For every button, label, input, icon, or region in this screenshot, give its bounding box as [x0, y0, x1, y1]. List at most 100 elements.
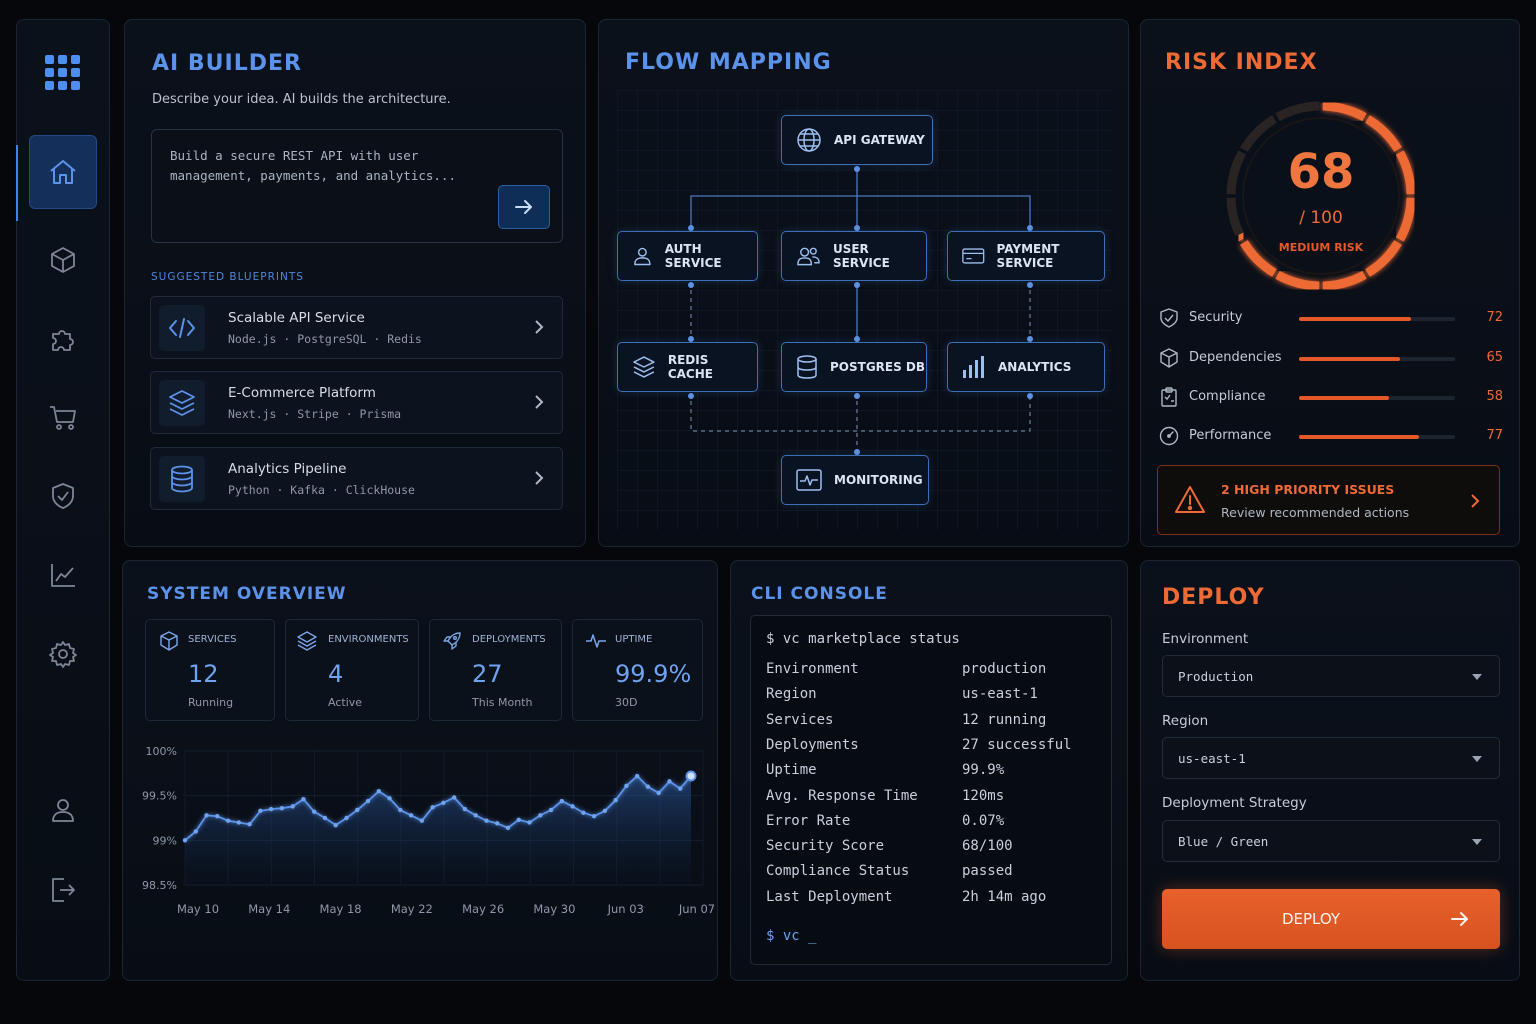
gauge-segment-empty: [1275, 101, 1320, 122]
stat-card-services: SERVICES 12 Running: [145, 619, 275, 721]
blueprint-card[interactable]: Scalable API Service Node.js · PostgreSQ…: [150, 296, 563, 359]
risk-out-of: / 100: [1299, 208, 1343, 228]
uptime-point: [247, 822, 252, 827]
node-redis-cache[interactable]: REDIS CACHE: [617, 342, 758, 392]
sidebar-item-profile[interactable]: [29, 773, 97, 847]
environment-select[interactable]: Production: [1162, 655, 1500, 697]
uptime-point: [430, 805, 435, 810]
prompt-input[interactable]: Build a secure REST API with user manage…: [151, 129, 563, 243]
metric-track: [1299, 357, 1455, 361]
gauge-segment-filled: [1365, 115, 1402, 152]
blueprint-title: Scalable API Service: [228, 310, 365, 326]
send-button[interactable]: [498, 185, 550, 229]
prompt-line-2: management, payments, and analytics...: [170, 168, 456, 183]
uptime-point: [613, 797, 618, 803]
strategy-select[interactable]: Blue / Green: [1162, 820, 1500, 862]
uptime-point: [634, 773, 640, 779]
sidebar-item-analytics[interactable]: [29, 538, 97, 612]
sidebar-item-services[interactable]: [29, 223, 97, 297]
rocket-icon: [443, 632, 461, 650]
high-priority-alert[interactable]: 2 HIGH PRIORITY ISSUES Review recommende…: [1157, 465, 1500, 535]
console-output[interactable]: $ vc marketplace status $ vc _ Environme…: [750, 615, 1112, 965]
prompt-text[interactable]: Build a secure REST API with user manage…: [170, 146, 490, 186]
user-icon: [634, 247, 651, 266]
gauge-segment-filled: [1322, 270, 1367, 291]
uptime-point: [258, 808, 263, 814]
console-prompt[interactable]: $ vc _: [766, 928, 817, 944]
node-auth-service[interactable]: AUTH SERVICE: [617, 231, 758, 281]
ai-builder-panel: AI BUILDER Describe your idea. AI builds…: [124, 19, 586, 547]
console-key: Last Deployment: [766, 888, 893, 905]
x-tick-label: Jun 03: [607, 902, 644, 916]
uptime-point: [204, 813, 209, 818]
sidebar-item-settings[interactable]: [29, 617, 97, 691]
metric-label: Security: [1189, 310, 1243, 325]
uptime-point: [268, 806, 274, 812]
alert-title: 2 HIGH PRIORITY ISSUES: [1221, 482, 1395, 497]
console-command: $ vc marketplace status: [766, 631, 960, 647]
uptime-point: [538, 813, 543, 818]
sidebar-item-marketplace[interactable]: [29, 380, 97, 454]
deploy-panel: DEPLOY Environment Production Region us-…: [1140, 560, 1520, 981]
console-value: 2h 14m ago: [962, 888, 1047, 905]
uptime-point: [290, 804, 295, 809]
apps-grid-button[interactable]: [29, 36, 97, 110]
clipboard-icon: [1161, 387, 1177, 407]
flow-connectors: [688, 166, 1033, 455]
stat-value: 27: [472, 660, 503, 688]
blueprint-card[interactable]: E-Commerce Platform Next.js · Stripe · P…: [150, 371, 563, 434]
console-value: 68/100: [962, 838, 1013, 855]
layers-icon: [633, 356, 655, 378]
node-postgres-db[interactable]: POSTGRES DB: [781, 342, 927, 392]
region-select[interactable]: us-east-1: [1162, 737, 1500, 779]
risk-metric-compliance: Compliance 58: [1159, 387, 1503, 409]
stat-label: DEPLOYMENTS: [472, 634, 546, 645]
node-user-service[interactable]: USER SERVICE: [781, 231, 927, 281]
node-analytics[interactable]: ANALYTICS: [947, 342, 1105, 392]
uptime-point: [215, 814, 220, 819]
sidebar-item-security[interactable]: [29, 459, 97, 533]
uptime-point: [581, 810, 586, 815]
metric-value: 65: [1486, 350, 1503, 365]
metric-fill: [1299, 435, 1420, 439]
stat-label: SERVICES: [188, 634, 237, 645]
blueprints-label: SUGGESTED BLUEPRINTS: [151, 271, 304, 283]
uptime-point: [462, 806, 468, 812]
sidebar-item-logout[interactable]: [29, 853, 97, 927]
node-payment-service[interactable]: PAYMENT SERVICE: [947, 231, 1105, 281]
console-key: Avg. Response Time: [766, 787, 918, 804]
blueprint-card[interactable]: Analytics Pipeline Python · Kafka · Clic…: [150, 447, 563, 510]
risk-gauge: [1226, 101, 1416, 291]
risk-title: RISK INDEX: [1165, 50, 1318, 75]
uptime-point: [344, 815, 349, 821]
sidebar: [16, 19, 110, 981]
deploy-title: DEPLOY: [1162, 585, 1265, 610]
uptime-point: [322, 815, 328, 821]
console-key: Security Score: [766, 838, 885, 855]
console-value: us-east-1: [962, 686, 1038, 703]
console-title: CLI CONSOLE: [751, 584, 888, 604]
sidebar-item-integrations[interactable]: [29, 302, 97, 376]
uptime-point: [656, 790, 661, 796]
gauge-inner-ring: [1242, 117, 1400, 275]
cube-icon: [1160, 348, 1178, 368]
node-label: POSTGRES DB: [830, 360, 926, 374]
node-monitoring[interactable]: MONITORING: [781, 455, 929, 505]
metric-track: [1299, 435, 1455, 439]
deploy-button[interactable]: DEPLOY: [1162, 889, 1500, 949]
user-icon: [52, 799, 74, 822]
stat-card-deployments: DEPLOYMENTS 27 This Month: [429, 619, 562, 721]
console-key: Deployments: [766, 736, 859, 753]
ai-builder-title: AI BUILDER: [152, 51, 302, 76]
console-value: 12 running: [962, 711, 1047, 728]
y-tick-label: 99.5%: [142, 790, 177, 803]
sidebar-item-home[interactable]: [29, 135, 97, 209]
metric-fill: [1299, 396, 1390, 400]
uptime-point: [570, 804, 575, 809]
environment-value: Production: [1178, 669, 1254, 684]
node-api-gateway[interactable]: API GATEWAY: [781, 115, 933, 165]
globe-icon: [797, 128, 821, 152]
cli-console-panel: CLI CONSOLE $ vc marketplace status $ vc…: [730, 560, 1128, 981]
y-tick-label: 98.5%: [142, 879, 177, 892]
caret-down-icon: [1472, 674, 1482, 680]
